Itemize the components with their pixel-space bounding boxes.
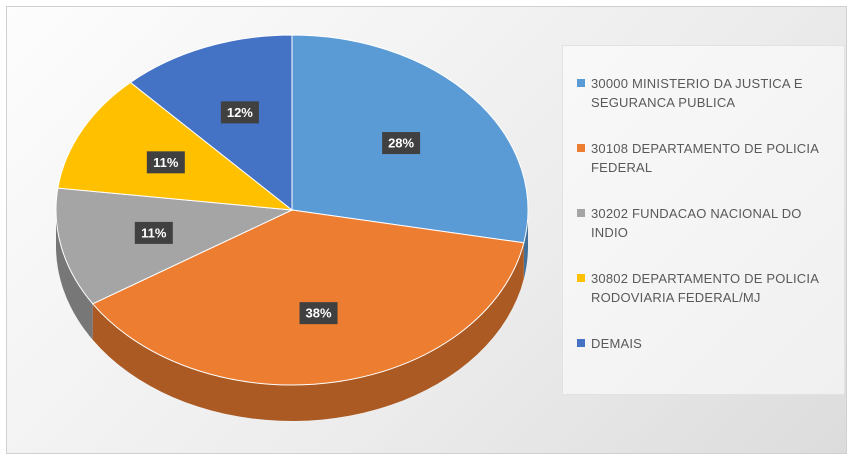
legend-label: 30000 MINISTERIO DA JUSTICA E SEGURANCA …: [591, 76, 803, 110]
legend-label: 30202 FUNDACAO NACIONAL DO INDIO: [591, 206, 802, 240]
data-label: 11%: [141, 225, 167, 240]
legend-entry: 30202 FUNDACAO NACIONAL DO INDIO: [577, 204, 836, 269]
data-label-box: [220, 101, 259, 124]
legend-swatch: [577, 79, 585, 87]
slice: [91, 209, 525, 386]
data-label-box: [134, 221, 173, 244]
legend-label: 30802 DEPARTAMENTO DE POLICIA RODOVIARIA…: [591, 271, 819, 305]
slice: [55, 187, 294, 305]
legend-swatch: [577, 274, 585, 282]
legend-label: 30108 DEPARTAMENTO DE POLICIA FEDERAL: [591, 141, 819, 175]
slice-side: [92, 242, 524, 421]
data-label-box: [299, 302, 338, 325]
legend-swatch: [577, 144, 585, 152]
data-label-box: [382, 132, 421, 155]
slice-side: [56, 210, 93, 340]
data-label-box: [146, 151, 185, 174]
legend-entry: DEMAIS: [577, 334, 836, 399]
data-label: 11%: [153, 155, 179, 170]
legend-entry: 30108 DEPARTAMENTO DE POLICIA FEDERAL: [577, 139, 836, 204]
slice: [129, 34, 293, 212]
legend-entry: 30802 DEPARTAMENTO DE POLICIA RODOVIARIA…: [577, 269, 836, 334]
legend-label: DEMAIS: [591, 336, 643, 351]
legend-entry: 30000 MINISTERIO DA JUSTICA E SEGURANCA …: [577, 74, 836, 139]
legend-swatch: [577, 209, 585, 217]
data-label: 12%: [227, 105, 253, 120]
data-label: 28%: [388, 136, 414, 151]
legend: 30000 MINISTERIO DA JUSTICA E SEGURANCA …: [562, 45, 845, 395]
data-label: 38%: [306, 306, 332, 321]
legend-swatch: [577, 339, 585, 347]
slice: [57, 81, 294, 211]
